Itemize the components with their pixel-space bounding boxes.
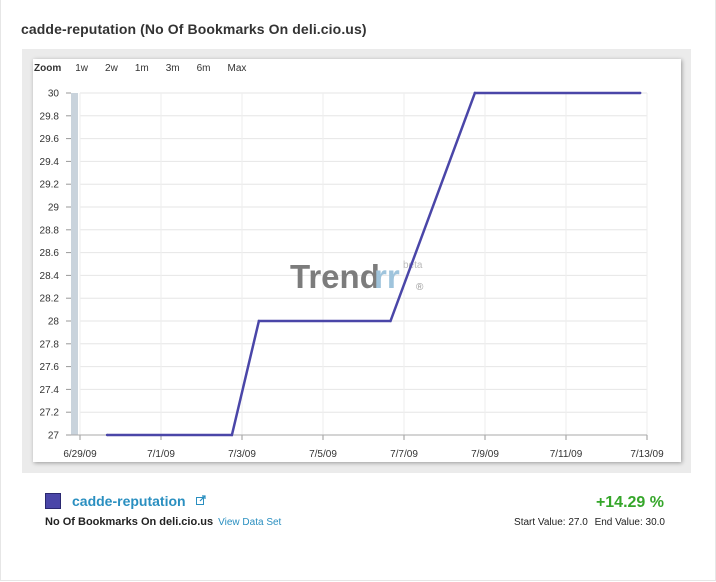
series-layer	[105, 91, 642, 437]
y-tick-label: 27.8	[40, 339, 60, 350]
legend-series-link[interactable]: cadde-reputation	[72, 493, 186, 509]
y-tick-label: 27.6	[40, 362, 60, 373]
y-tick-label: 29.4	[40, 157, 60, 168]
y-tick-label: 29.2	[40, 180, 60, 191]
y-tick-label: 30	[48, 89, 60, 100]
y-tick-label: 28.6	[40, 248, 60, 259]
zoom-bar: Zoom 1w 2w 1m 3m 6m Max	[34, 63, 263, 74]
zoom-max-button[interactable]: Max	[227, 63, 247, 74]
zoom-2w-button[interactable]: 2w	[105, 63, 118, 74]
y-tick-label: 27	[48, 431, 60, 442]
zoom-3m-button[interactable]: 3m	[165, 63, 180, 74]
y-tick-label: 28.2	[40, 294, 60, 305]
y-tick-label: 28.4	[40, 271, 60, 282]
x-tick-label: 7/7/09	[390, 449, 418, 460]
data-point	[389, 319, 392, 323]
value-stats: Start Value: 27.0 End Value: 30.0	[514, 517, 665, 528]
zoom-6m-button[interactable]: 6m	[196, 63, 211, 74]
y-tick-label: 28.8	[40, 225, 60, 236]
legend-subtitle: No Of Bookmarks On deli.cio.us View Data…	[45, 516, 281, 528]
data-point	[639, 91, 642, 95]
x-tick-label: 7/13/09	[630, 449, 664, 460]
data-point	[230, 433, 234, 437]
zoom-label: Zoom	[34, 63, 62, 74]
x-tick-label: 7/3/09	[228, 449, 256, 460]
axes: 27 27.2 27.4 27.6 27.8 28 28.2 28.4 28.6 28.8 29 29…	[40, 89, 665, 461]
end-value: End Value: 30.0	[594, 517, 665, 528]
percent-change: +14.29 %	[595, 494, 664, 511]
trendrr-watermark: Trend rr beta ®	[290, 258, 424, 295]
y-tick-label: 27.4	[40, 385, 60, 396]
watermark-reg: ®	[416, 282, 424, 293]
data-point	[257, 319, 261, 323]
page-title: cadde-reputation (No Of Bookmarks On del…	[21, 21, 367, 37]
chart-area	[33, 59, 681, 462]
x-tick-label: 7/1/09	[147, 449, 175, 460]
data-point	[105, 433, 109, 437]
y-tick-label: 29	[48, 203, 60, 214]
external-link-icon[interactable]	[196, 495, 206, 505]
data-point	[473, 91, 477, 95]
y-tick-label: 27.2	[40, 408, 60, 419]
x-tick-label: 7/9/09	[471, 449, 499, 460]
x-tick-label: 6/29/09	[63, 449, 97, 460]
series-line-cadde-reputation	[107, 91, 641, 437]
x-tick-label: 7/11/09	[550, 449, 583, 460]
zoom-1w-button[interactable]: 1w	[75, 63, 89, 74]
x-tick-label: 7/5/09	[309, 449, 337, 460]
y-tick-label: 29.8	[40, 111, 60, 122]
zoom-1m-button[interactable]: 1m	[134, 63, 149, 74]
legend-subtitle-text: No Of Bookmarks On deli.cio.us	[45, 516, 214, 528]
range-scrollbar[interactable]	[71, 93, 78, 435]
watermark-text-b: rr	[374, 258, 400, 295]
start-value: Start Value: 27.0	[514, 517, 588, 528]
legend-swatch	[45, 493, 61, 509]
y-tick-label: 28	[48, 317, 60, 328]
view-data-set-link[interactable]: View Data Set	[218, 517, 282, 528]
watermark-text-a: Trend	[290, 258, 380, 295]
watermark-beta: beta	[403, 260, 423, 271]
y-tick-label: 29.6	[40, 134, 60, 145]
